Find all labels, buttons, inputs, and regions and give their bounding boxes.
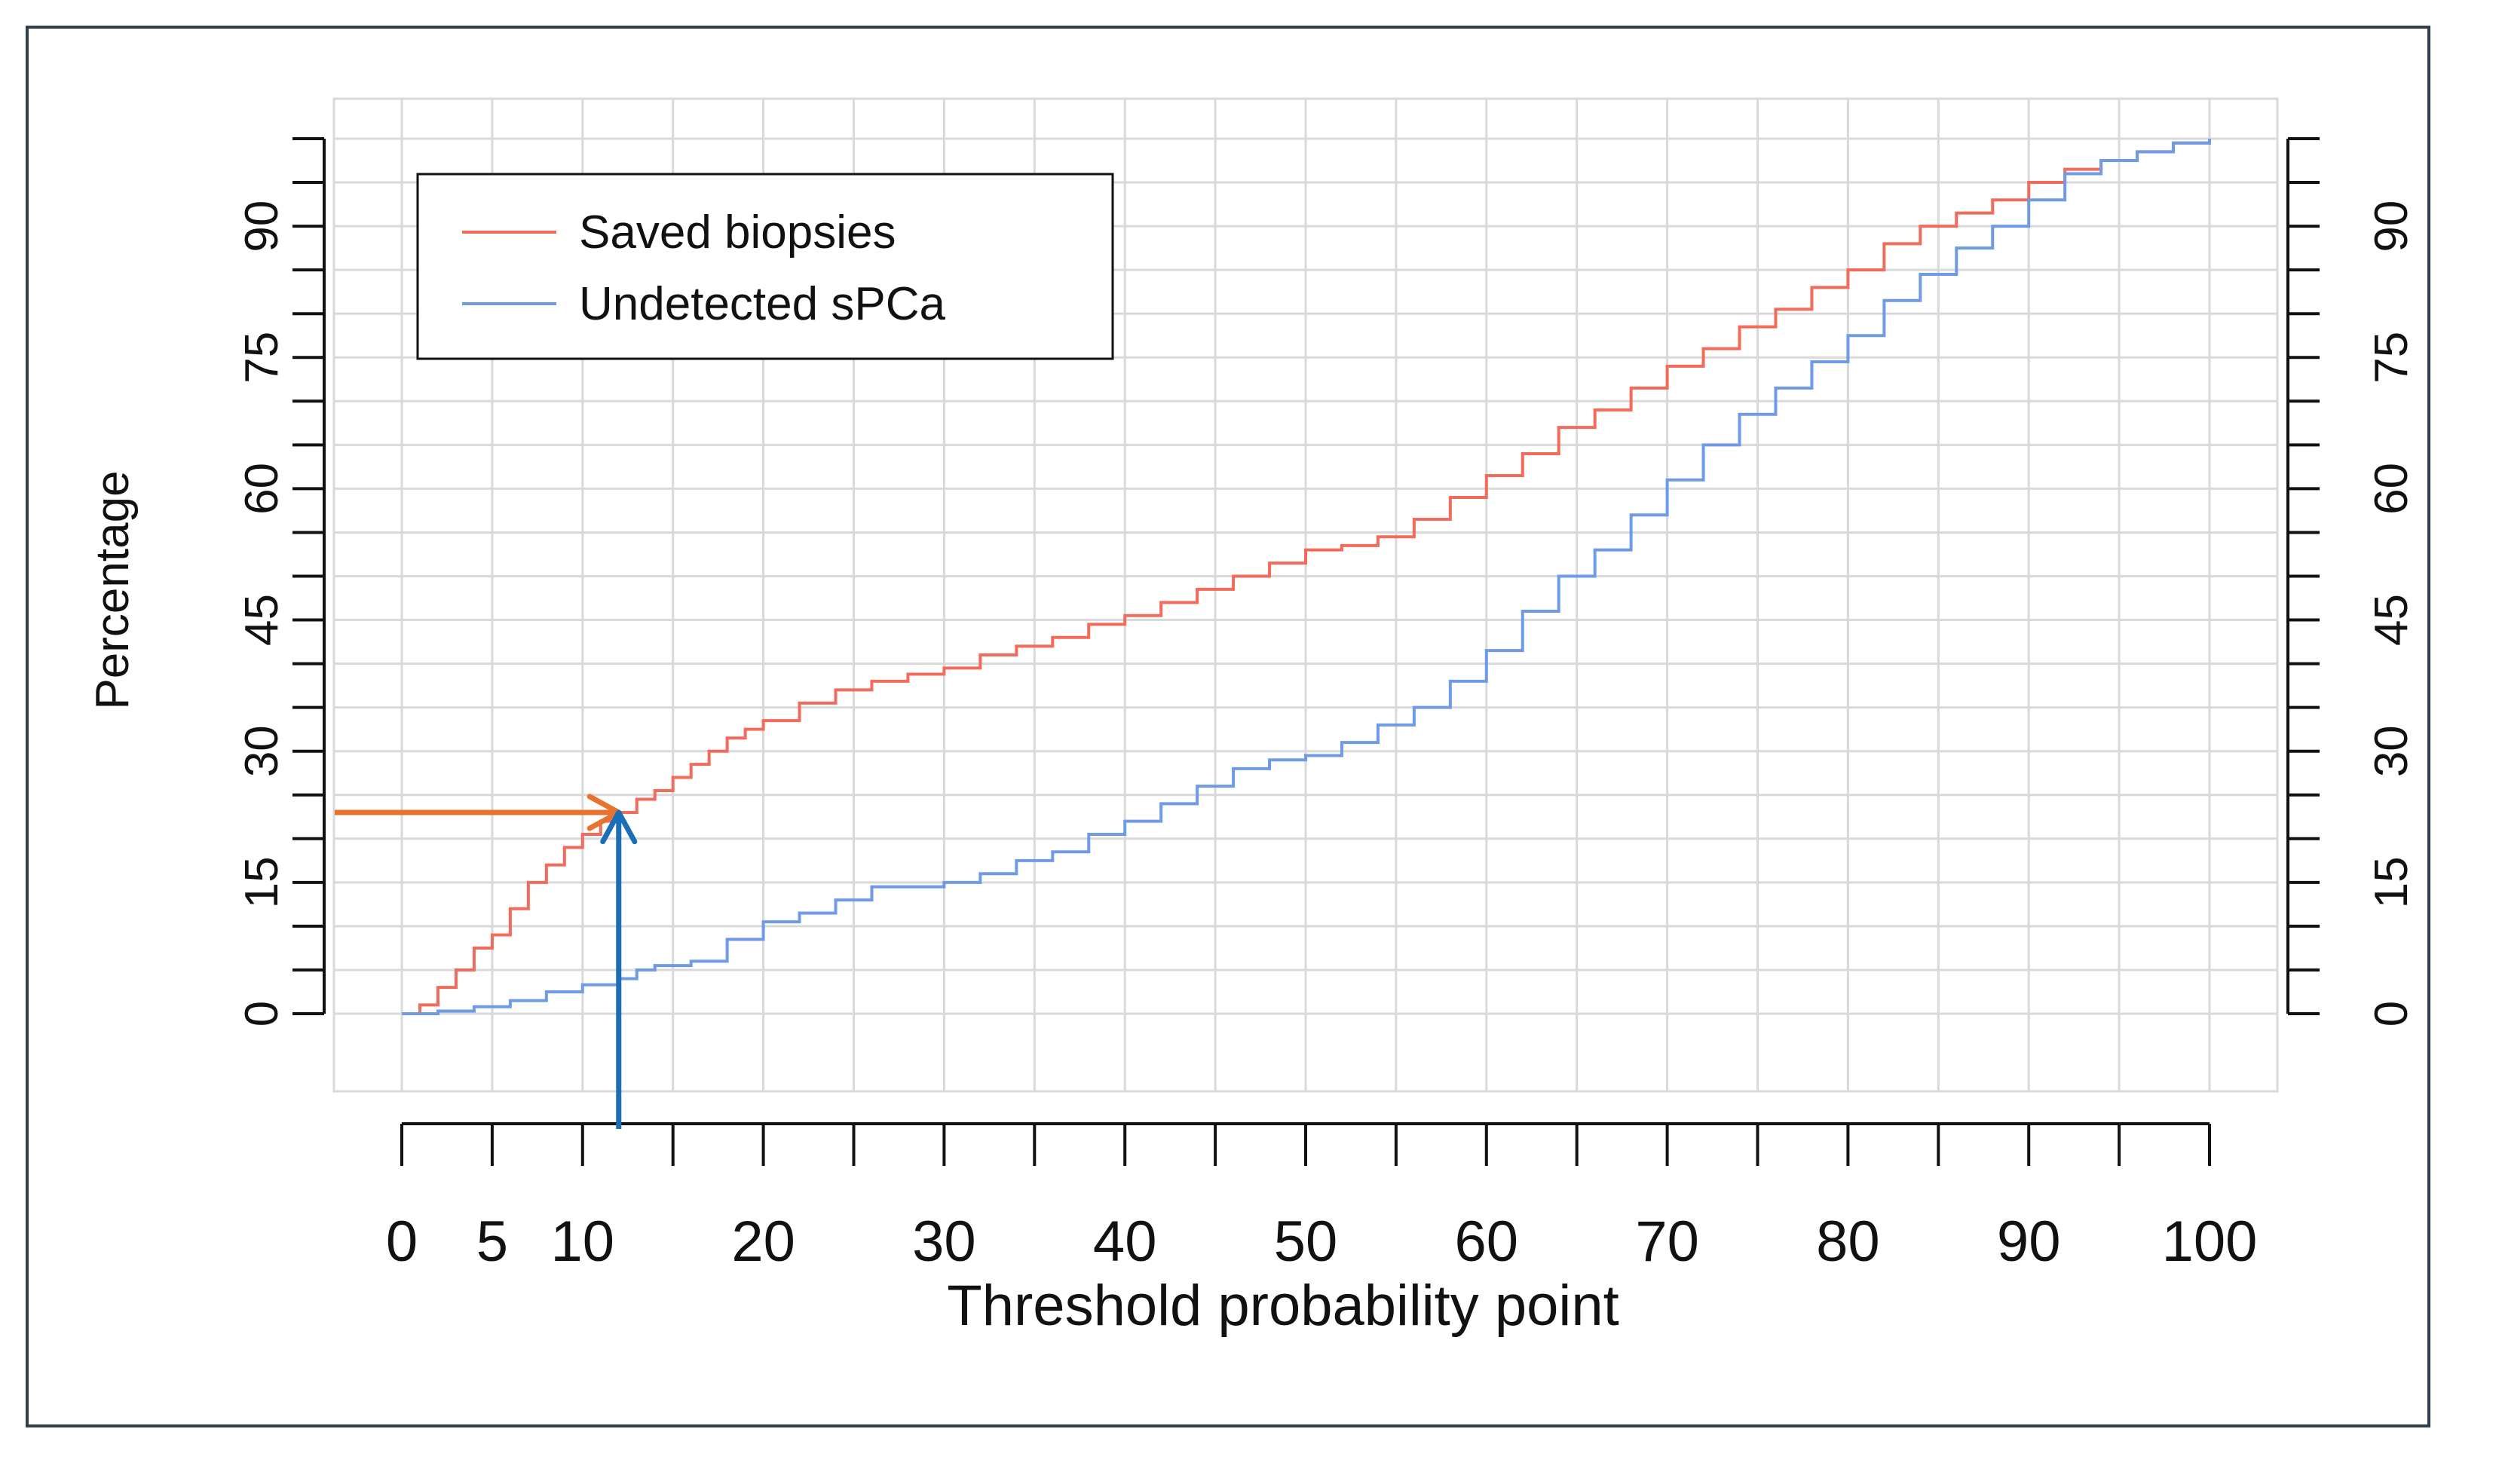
x-tick-label: 40 — [1093, 1210, 1157, 1274]
y-tick-label-right: 90 — [2366, 200, 2418, 252]
x-tick-label: 20 — [731, 1210, 795, 1274]
x-tick-label: 60 — [1455, 1210, 1519, 1274]
figure-frame: 0 15 30 45 60 75 90 0 15 30 45 60 75 90 0 5 10 20 30 40 50 60… — [26, 26, 2430, 1427]
y-tick-label-right: 75 — [2366, 332, 2418, 384]
legend-box — [416, 173, 1114, 360]
x-tick-label: 50 — [1274, 1210, 1338, 1274]
legend: Saved biopsies Undetected sPCa — [416, 173, 1114, 360]
arrow-vertical — [600, 809, 638, 1129]
series-line-saved-biopsies — [402, 139, 2211, 1015]
y-tick-label-left: 90 — [236, 200, 288, 252]
y-tick-label-left: 30 — [236, 725, 288, 777]
x-tick-label: 5 — [476, 1210, 508, 1274]
y-tick-label-right: 45 — [2366, 594, 2418, 646]
x-tick-label: 80 — [1816, 1210, 1880, 1274]
x-tick-label: 30 — [912, 1210, 976, 1274]
series-lines — [402, 139, 2211, 1015]
y-tick-label-left: 75 — [236, 332, 288, 384]
x-axis-title: Threshold probability point — [947, 1274, 1619, 1338]
y-tick-label-left: 60 — [236, 463, 288, 515]
x-tick-label: 90 — [1997, 1210, 2061, 1274]
y-tick-label-right: 30 — [2366, 725, 2418, 777]
arrow-head — [600, 809, 638, 845]
y-tick-label-left: 45 — [236, 594, 288, 646]
y-tick-label-left: 0 — [236, 1001, 288, 1027]
x-tick-label: 0 — [386, 1210, 418, 1274]
annotations — [335, 794, 638, 1129]
legend-label-undetected-spca: Undetected sPCa — [579, 278, 945, 330]
y-axis-title: Percentage — [87, 470, 139, 709]
legend-label-saved-biopsies: Saved biopsies — [579, 207, 896, 259]
x-tick-label: 100 — [2162, 1210, 2258, 1274]
y-tick-label-right: 60 — [2366, 463, 2418, 515]
series-line-undetected-spca — [402, 139, 2211, 1015]
y-tick-label-left: 15 — [236, 856, 288, 908]
x-tick-label: 10 — [551, 1210, 615, 1274]
x-tick-label: 70 — [1635, 1210, 1699, 1274]
y-tick-label-right: 0 — [2366, 1001, 2418, 1027]
y-tick-label-right: 15 — [2366, 856, 2418, 908]
